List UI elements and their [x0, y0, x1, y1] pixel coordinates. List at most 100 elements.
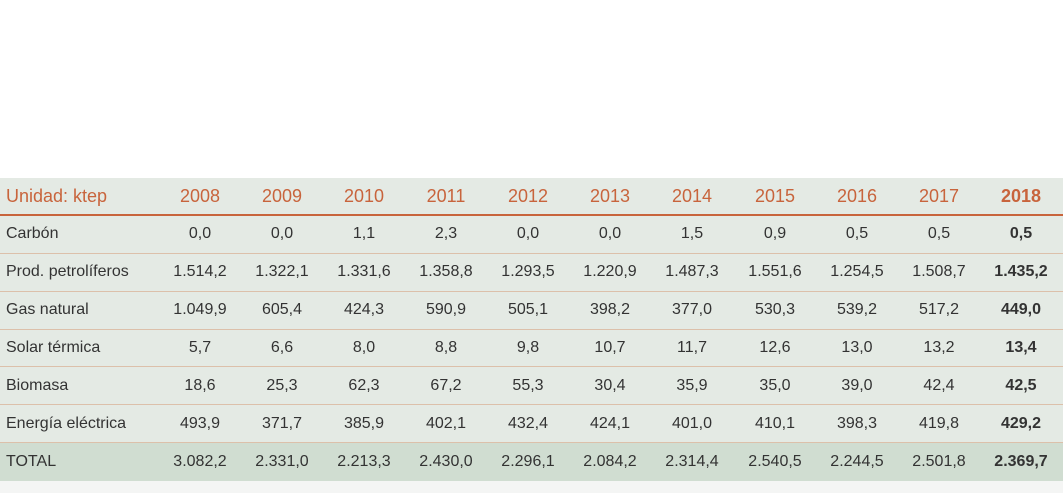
total-row: TOTAL 3.082,2 2.331,0 2.213,3 2.430,0 2.296,1…: [0, 443, 1063, 481]
cell-value: 2.084,2: [583, 453, 637, 471]
table-row: Solar térmica 5,7 6,6 8,0 8,8 9,8 10,7 11,7 12,6…: [0, 329, 1063, 368]
cell-value: 9,8: [516, 338, 540, 356]
cell-value: 2011: [426, 185, 466, 206]
cell-value: 0,0: [188, 225, 212, 243]
cell-value: 2.331,0: [255, 453, 309, 471]
cell-value: 2.540,5: [748, 453, 802, 471]
cell-value: 2.296,1: [501, 453, 555, 471]
cell-value: 11,7: [677, 338, 707, 356]
cell-value: 2013: [589, 185, 631, 206]
cell-value: 2.369,7: [994, 453, 1048, 471]
cell-value: 55,3: [512, 376, 544, 394]
cell-value: 1.514,2: [173, 263, 227, 281]
cell-value: 2014: [671, 185, 713, 206]
cell-value: 13,0: [841, 338, 873, 356]
cell-value: 2008: [179, 185, 221, 206]
table-row: Prod. petrolíferos 1.514,2 1.322,1 1.331,6 1…: [0, 253, 1063, 292]
cell-value: 401,0: [671, 414, 713, 432]
cell-value: 429,2: [1000, 414, 1042, 432]
cell-value: 1.254,5: [830, 263, 884, 281]
table-footer-space: [0, 481, 1063, 493]
table-row: Biomasa 18,6 25,3 62,3 67,2 55,3 30,4 35,9 35,0 3…: [0, 367, 1063, 406]
row-label: Solar térmica: [6, 338, 101, 356]
cell-value: 2.501,8: [912, 453, 966, 471]
cell-value: 1,1: [352, 225, 376, 243]
cell-value: 1.220,9: [583, 263, 637, 281]
cell-value: 432,4: [507, 414, 549, 432]
cell-value: 1.358,8: [419, 263, 473, 281]
cell-value: 67,2: [430, 376, 462, 394]
cell-value: 385,9: [343, 414, 385, 432]
cell-value: 377,0: [671, 301, 713, 319]
table-row: Carbón 0,0 0,0 1,1 2,3 0,0 0,0 1,5 0,9 0,5 0,5 0,5: [0, 216, 1063, 254]
cell-value: 371,7: [261, 414, 303, 432]
cell-value: 539,2: [836, 301, 878, 319]
cell-value: 10,7: [594, 338, 626, 356]
cell-value: 3.082,2: [173, 453, 227, 471]
cell-value: 0,5: [927, 225, 951, 243]
cell-value: 2.314,4: [665, 453, 719, 471]
cell-value: 2012: [507, 185, 549, 206]
cell-value: 0,9: [763, 225, 787, 243]
cell-value: 39,0: [841, 376, 873, 394]
table-row: Gas natural 1.049,9 605,4 424,3 590,9 505,1 39…: [0, 291, 1063, 330]
cell-value: 18,6: [184, 376, 216, 394]
cell-value: 2.244,5: [830, 453, 884, 471]
cell-value: 13,4: [1005, 338, 1037, 356]
cell-value: 0,5: [1009, 225, 1033, 243]
cell-value: 493,9: [179, 414, 221, 432]
row-label: Carbón: [6, 225, 59, 243]
cell-value: 2,3: [434, 225, 458, 243]
cell-value: 5,7: [188, 338, 212, 356]
row-label: TOTAL: [6, 453, 57, 471]
cell-value: 0,0: [598, 225, 622, 243]
cell-value: 410,1: [754, 414, 796, 432]
cell-value: 42,4: [923, 376, 955, 394]
cell-value: 35,9: [676, 376, 708, 394]
cell-value: 2010: [343, 185, 385, 206]
cell-value: 590,9: [425, 301, 467, 319]
cell-value: 8,8: [434, 338, 458, 356]
cell-value: 449,0: [1000, 301, 1042, 319]
row-label: Gas natural: [6, 301, 89, 319]
row-label: Unidad: ktep: [6, 185, 108, 206]
cell-value: 13,2: [923, 338, 955, 356]
cell-value: 30,4: [594, 376, 626, 394]
cell-value: 62,3: [348, 376, 380, 394]
cell-value: 2009: [261, 185, 303, 206]
cell-value: 398,2: [589, 301, 631, 319]
cell-value: 517,2: [918, 301, 960, 319]
cell-value: 1.551,6: [748, 263, 802, 281]
cell-value: 505,1: [507, 301, 549, 319]
cell-value: 424,3: [343, 301, 385, 319]
cell-value: 1.435,2: [994, 263, 1048, 281]
header-row: Unidad: ktep 2008 2009 2010 2011 2012 2013 2014…: [0, 178, 1063, 216]
cell-value: 2015: [754, 185, 796, 206]
cell-value: 1,5: [680, 225, 704, 243]
row-label: Prod. petrolíferos: [6, 263, 129, 281]
cell-value: 2.213,3: [337, 453, 391, 471]
cell-value: 42,5: [1005, 376, 1037, 394]
cell-value: 0,5: [845, 225, 869, 243]
cell-value: 424,1: [589, 414, 631, 432]
cell-value: 530,3: [754, 301, 796, 319]
cell-value: 0,0: [516, 225, 540, 243]
cell-value: 0,0: [270, 225, 294, 243]
cell-value: 1.293,5: [501, 263, 555, 281]
cell-value: 6,6: [270, 338, 294, 356]
cell-value: 25,3: [266, 376, 298, 394]
cell-value: 1.487,3: [665, 263, 719, 281]
cell-value: 605,4: [261, 301, 303, 319]
cell-value: 2018: [1000, 185, 1042, 206]
cell-value: 12,6: [759, 338, 791, 356]
cell-value: 1.331,6: [337, 263, 391, 281]
cell-value: 419,8: [918, 414, 960, 432]
table-row: Energía eléctrica 493,9 371,7 385,9 402,1 432…: [0, 405, 1063, 444]
cell-value: 2.430,0: [419, 453, 473, 471]
cell-value: 1.508,7: [912, 263, 966, 281]
cell-value: 2017: [918, 185, 960, 206]
row-label: Energía eléctrica: [6, 414, 127, 432]
cell-value: 402,1: [425, 414, 467, 432]
row-label: Biomasa: [6, 376, 69, 394]
